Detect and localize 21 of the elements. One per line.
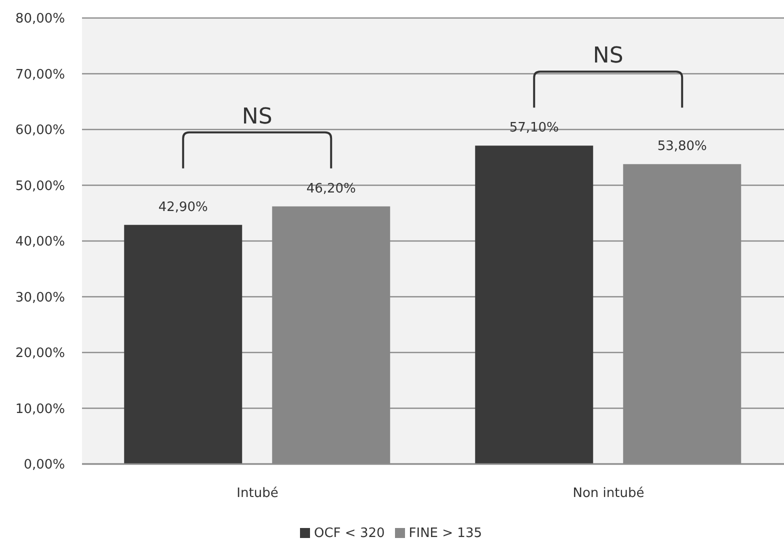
x-tick-label: Intubé (236, 486, 278, 502)
data-label: 46,20% (306, 181, 356, 196)
y-tick-label: 10,00% (15, 402, 65, 417)
bar (475, 146, 594, 464)
legend-label: FINE > 135 (408, 526, 482, 541)
y-tick-label: 50,00% (15, 178, 65, 194)
annotation: NS (242, 104, 272, 130)
bar (124, 224, 242, 464)
y-tick-label: 0,00% (24, 458, 65, 473)
y-tick-label: 70,00% (15, 67, 65, 82)
y-tick-label: 40,00% (15, 234, 65, 250)
data-label: 53,80% (657, 139, 707, 154)
annotation: NS (592, 44, 624, 69)
y-tick-label: 30,00% (15, 290, 65, 306)
data-label: 57,10% (509, 120, 559, 136)
y-tick-label: 60,00% (15, 123, 65, 138)
y-tick-label: 80,00% (15, 12, 65, 27)
y-tick-label: 20,00% (15, 346, 65, 362)
legend-label: OCF < 320 (314, 526, 385, 541)
data-label: 42,90% (158, 200, 208, 215)
x-tick-label: Non intubé (572, 486, 644, 502)
